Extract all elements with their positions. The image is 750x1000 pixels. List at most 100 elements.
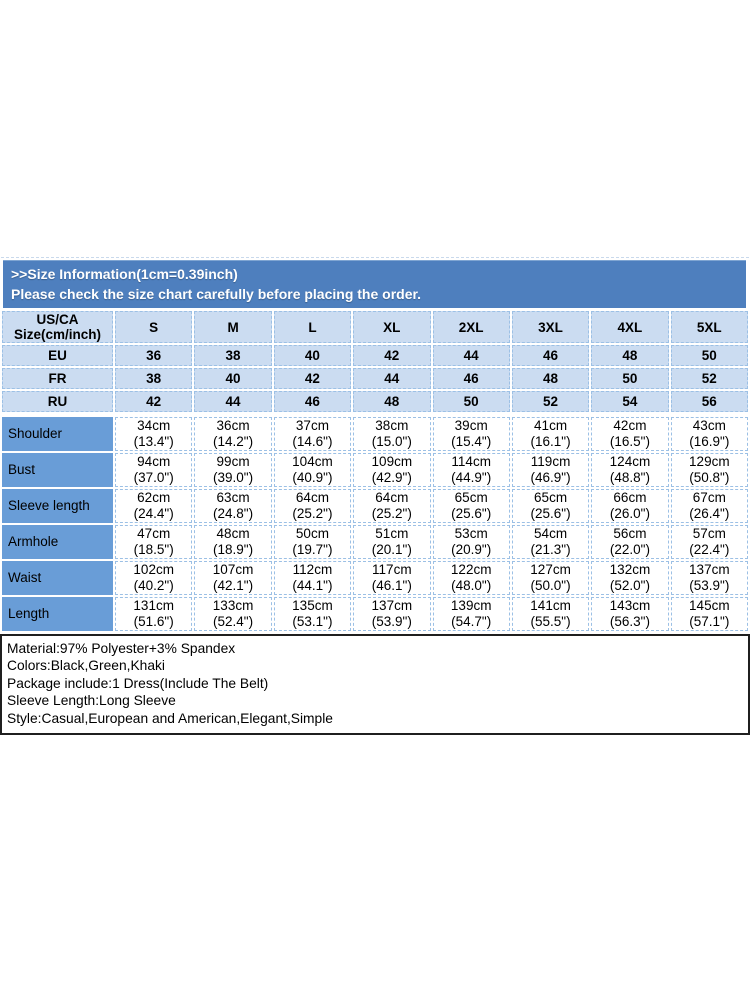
measurement-row: Bust 94cm (37.0") 99cm (39.0") 104cm (40.9") 10… (2, 453, 748, 487)
region-size-row: RU 42 44 46 48 50 52 54 56 (2, 391, 748, 412)
size-column-header: 5XL (670, 311, 748, 343)
measurement-row: Length 131cm (51.6") 133cm (52.4") 135cm (53.1… (2, 597, 748, 631)
cm-value: 42cm (613, 418, 647, 433)
region-size-value: 42 (115, 391, 193, 412)
cm-value: 66cm (613, 490, 647, 505)
measurement-value-cell: 107cm (42.1") (194, 561, 272, 595)
measurement-value-cell: 94cm (37.0") (115, 453, 193, 487)
region-size-value: 40 (194, 368, 272, 389)
region-size-value: 38 (194, 345, 272, 366)
size-column-header: 3XL (511, 311, 590, 343)
product-info-material: Material:97% Polyester+3% Spandex (7, 641, 236, 656)
measurement-value-cell: 47cm (18.5") (115, 525, 193, 559)
inch-value: (40.2") (133, 578, 174, 593)
inch-value: (51.6") (133, 614, 174, 629)
inch-value: (18.9") (213, 542, 254, 557)
cm-value: 53cm (454, 526, 488, 541)
measurement-body: Shoulder 34cm (13.4") 36cm (14.2") 37cm (14.6"… (2, 417, 748, 631)
cm-value: 145cm (689, 598, 730, 613)
product-info-colors: Colors:Black,Green,Khaki (7, 658, 165, 674)
inch-value: (25.6") (530, 506, 571, 521)
size-header-row: US/CA Size(cm/inch) S M L XL 2XL 3XL 4XL 5XL (2, 311, 748, 343)
inch-value: (16.9") (689, 434, 730, 449)
corner-header-line1: US/CA (36, 312, 79, 327)
cm-value: 119cm (530, 454, 571, 469)
inch-value: (24.4") (133, 506, 174, 521)
cm-value: 127cm (530, 562, 571, 577)
measurement-value-cell: 114cm (44.9") (432, 453, 510, 487)
corner-header-cell: US/CA Size(cm/inch) (2, 311, 113, 343)
cm-value: 109cm (371, 454, 413, 469)
region-size-row: EU 36 38 40 42 44 46 48 50 (2, 345, 748, 366)
cm-value: 132cm (609, 562, 651, 577)
measurement-label-cell: Shoulder (2, 417, 113, 451)
measurement-value-cell: 131cm (51.6") (115, 597, 193, 631)
inch-value: (39.0") (213, 470, 254, 485)
cm-value: 65cm (454, 490, 488, 505)
inch-value: (56.3") (609, 614, 650, 629)
inch-value: (14.2") (213, 434, 254, 449)
region-size-value: 48 (511, 368, 590, 389)
measurement-value-cell: 143cm (56.3") (591, 597, 669, 631)
size-column-header: M (194, 311, 272, 343)
cm-value: 43cm (692, 418, 726, 433)
inch-value: (15.0") (371, 434, 412, 449)
inch-value: (52.4") (213, 614, 254, 629)
inch-value: (16.1") (530, 434, 571, 449)
inch-value: (25.2") (292, 506, 333, 521)
measurement-value-cell: 54cm (21.3") (511, 525, 590, 559)
cm-value: 56cm (613, 526, 647, 541)
inch-value: (50.8") (689, 470, 730, 485)
inch-value: (44.1") (292, 578, 333, 593)
measurement-value-cell: 34cm (13.4") (115, 417, 193, 451)
region-size-value: 46 (511, 345, 590, 366)
measurement-value-cell: 127cm (50.0") (511, 561, 590, 595)
measurement-value-cell: 124cm (48.8") (591, 453, 669, 487)
inch-value: (53.9") (371, 614, 412, 629)
region-label-cell: EU (2, 345, 113, 366)
region-size-value: 44 (432, 345, 510, 366)
inch-value: (14.6") (292, 434, 333, 449)
cm-value: 54cm (534, 526, 568, 541)
measurement-value-cell: 133cm (52.4") (194, 597, 272, 631)
measurement-table: Shoulder 34cm (13.4") 36cm (14.2") 37cm (14.6"… (0, 415, 750, 633)
measurement-value-cell: 66cm (26.0") (591, 489, 669, 523)
measurement-value-cell: 50cm (19.7") (273, 525, 352, 559)
region-size-value: 44 (353, 368, 431, 389)
inch-value: (48.8") (609, 470, 650, 485)
cm-value: 62cm (137, 490, 171, 505)
inch-value: (19.7") (292, 542, 333, 557)
measurement-value-cell: 63cm (24.8") (194, 489, 272, 523)
size-conversion-body: US/CA Size(cm/inch) S M L XL 2XL 3XL 4XL 5XL EU 36 3… (2, 311, 748, 412)
cm-value: 51cm (375, 526, 409, 541)
inch-value: (55.5") (530, 614, 571, 629)
inch-value: (22.4") (689, 542, 730, 557)
cm-value: 124cm (609, 454, 651, 469)
measurement-value-cell: 135cm (53.1") (273, 597, 352, 631)
measurement-row: Sleeve length 62cm (24.4") 63cm (24.8") 64cm(… (2, 489, 748, 523)
inch-value: (53.1") (292, 614, 333, 629)
measurement-value-cell: 141cm (55.5") (511, 597, 590, 631)
inch-value: (20.9") (451, 542, 492, 557)
region-size-value: 48 (353, 391, 431, 412)
inch-value: (46.9") (530, 470, 571, 485)
region-size-value: 48 (591, 345, 669, 366)
measurement-value-cell: 122cm (48.0") (432, 561, 510, 595)
product-info-sleeve-length: Sleeve Length:Long Sleeve (7, 693, 176, 709)
inch-value: (22.0") (609, 542, 650, 557)
top-gridline (1, 0, 749, 258)
region-size-value: 50 (432, 391, 510, 412)
region-size-value: 38 (115, 368, 193, 389)
measurement-value-cell: 38cm (15.0") (353, 417, 431, 451)
measurement-label-cell: Length (2, 597, 113, 631)
region-size-value: 50 (591, 368, 669, 389)
measurement-value-cell: 56cm (22.0") (591, 525, 669, 559)
region-size-value: 44 (194, 391, 272, 412)
measurement-value-cell: 48cm (18.9") (194, 525, 272, 559)
measurement-value-cell: 145cm (57.1") (670, 597, 748, 631)
measurement-value-cell: 104cm (40.9") (273, 453, 352, 487)
cm-value: 112cm (292, 562, 333, 577)
cm-value: 117cm (372, 562, 412, 577)
measurement-value-cell: 109cm (42.9") (353, 453, 431, 487)
